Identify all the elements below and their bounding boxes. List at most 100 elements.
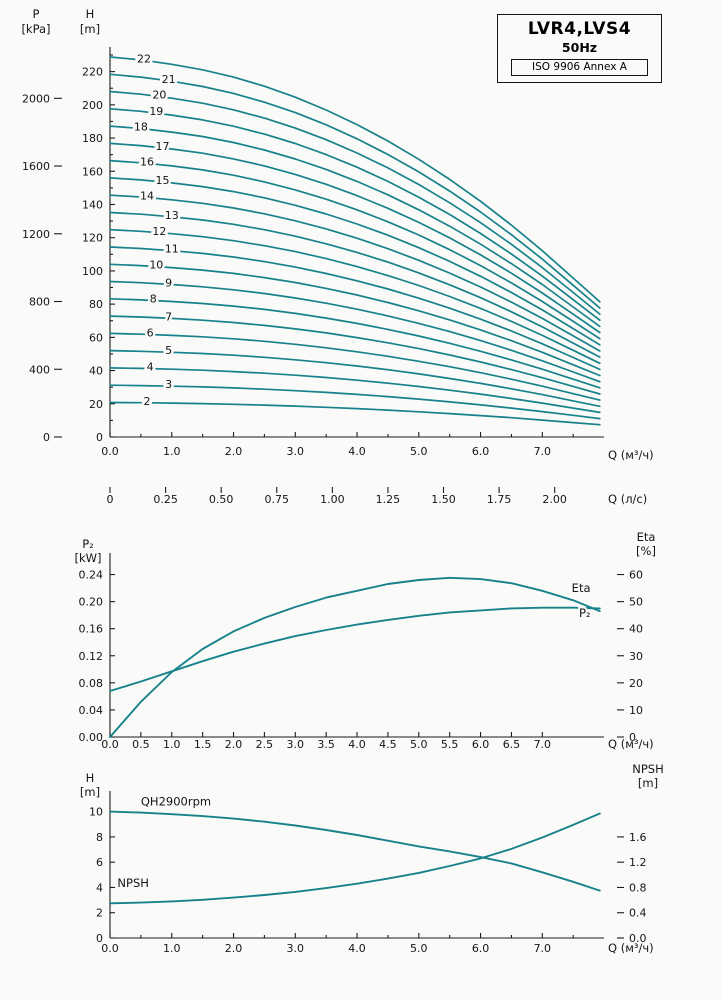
annotation-qh2900rpm: QH2900rpm xyxy=(141,794,211,808)
stage-label-15: 15 xyxy=(155,174,169,187)
stage-label-10: 10 xyxy=(149,259,163,272)
curve-stage-10 xyxy=(109,263,601,377)
x-tick-label: 3.5 xyxy=(317,738,335,751)
x-tick-label: 6.0 xyxy=(472,942,490,955)
x-tick-label: 4.0 xyxy=(348,738,366,751)
qh2900-curve xyxy=(109,810,601,892)
right-axis-title: [m] xyxy=(638,776,658,790)
pump-model: LVR4,LVS4 xyxy=(527,19,632,39)
right-tick-label: 0.4 xyxy=(629,907,647,920)
curve-stage-17 xyxy=(109,142,601,334)
x-tick-label: 4.5 xyxy=(379,738,397,751)
x-tick-label: 7.0 xyxy=(534,738,552,751)
curve-stage-3 xyxy=(109,384,601,420)
right-tick-label: 60 xyxy=(629,569,643,582)
annotation-npsh: NPSH xyxy=(117,876,148,890)
curve-stage-5 xyxy=(109,349,601,408)
curve-stage-6 xyxy=(109,332,601,401)
stage-label-7: 7 xyxy=(165,310,172,323)
lps-tick-label: 1.75 xyxy=(487,493,512,506)
x-tick-label: 2.5 xyxy=(256,738,274,751)
y-tick-label: 6 xyxy=(96,856,103,869)
right-tick-label: 50 xyxy=(629,596,643,609)
stage-label-19: 19 xyxy=(149,105,163,118)
stage-label-12: 12 xyxy=(152,225,166,238)
kpa-tick-label: 1600 xyxy=(22,160,50,173)
y-axis-title: H xyxy=(86,771,95,785)
p2-curve xyxy=(109,606,601,692)
power-eta-chart: 0.0 0.5 1.0 1.5 2.0 2.5 3.0 3.5 4.0 4.5 5.0 5.5 6.0 6… xyxy=(74,530,655,751)
x-tick-label: 2.0 xyxy=(225,445,243,458)
y-tick-label: 0 xyxy=(96,932,103,945)
stage-label-21: 21 xyxy=(162,73,176,86)
y-tick-label: 160 xyxy=(82,165,103,178)
x-tick-label: 4.0 xyxy=(348,942,366,955)
y-tick-label: 0.00 xyxy=(79,731,104,744)
y-tick-label: 200 xyxy=(82,99,103,112)
x-tick-label: 3.0 xyxy=(287,738,305,751)
y-axis-title: P₂ xyxy=(82,537,94,551)
iso-standard-label: ISO 9906 Annex A xyxy=(532,61,627,73)
y-tick-label: 4 xyxy=(96,881,103,894)
x-tick-label: 5.0 xyxy=(410,738,428,751)
y-tick-label: 60 xyxy=(89,331,103,344)
right-tick-label: 1.6 xyxy=(629,831,647,844)
stage-label-5: 5 xyxy=(165,344,172,357)
y-tick-label: 40 xyxy=(89,365,103,378)
y-tick-label: 180 xyxy=(82,132,103,145)
x-tick-label: 6.0 xyxy=(472,738,490,751)
curve-stage-15 xyxy=(109,177,601,346)
x-tick-label: 0.0 xyxy=(101,738,119,751)
y-tick-label: 80 xyxy=(89,298,103,311)
right-tick-label: 0 xyxy=(629,731,636,744)
x-tick-label: 5.0 xyxy=(410,942,428,955)
right-axis-title: [%] xyxy=(636,544,656,558)
x-tick-label: 2.0 xyxy=(225,942,243,955)
stage-label-8: 8 xyxy=(150,293,157,306)
x-tick-label: 7.0 xyxy=(534,942,552,955)
right-tick-label: 0.8 xyxy=(629,881,647,894)
kpa-tick-label: 2000 xyxy=(22,92,50,105)
x-tick-label: 5.5 xyxy=(441,738,459,751)
right-tick-label: 0.0 xyxy=(629,932,647,945)
qh-multistage-chart: 0.0 1.0 2.0 3.0 4.0 5.0 6.0 7.00204060801001201… xyxy=(21,7,653,506)
qh-npsh-chart: 0.0 1.0 2.0 3.0 4.0 5.0 6.0 7.0 0 2 4 6 8 10 0.0 0.4 0.8… xyxy=(80,762,664,955)
x-tick-label: 2.0 xyxy=(225,738,243,751)
stage-label-22: 22 xyxy=(137,52,151,65)
x-tick-label: 5.0 xyxy=(410,445,428,458)
y-tick-label: 0.24 xyxy=(79,569,104,582)
x-tick-label: 1.5 xyxy=(194,738,212,751)
iso-standard-box: ISO 9906 Annex A xyxy=(511,59,648,76)
lps-tick-label: 1.25 xyxy=(376,493,401,506)
right-tick-label: 10 xyxy=(629,704,643,717)
stage-label-3: 3 xyxy=(165,378,172,391)
stage-label-2: 2 xyxy=(144,395,151,408)
kpa-tick-label: 0 xyxy=(43,431,50,444)
lps-tick-label: 1.50 xyxy=(431,493,456,506)
y-tick-label: 2 xyxy=(96,907,103,920)
x-tick-label: 6.5 xyxy=(503,738,521,751)
curve-stage-14 xyxy=(109,194,601,352)
frequency-label: 50Hz xyxy=(561,40,598,55)
y-tick-label: 20 xyxy=(89,398,103,411)
y-tick-label: 0.16 xyxy=(79,623,104,636)
stage-label-6: 6 xyxy=(147,327,154,340)
right-tick-label: 40 xyxy=(629,623,643,636)
y-tick-label: 0.12 xyxy=(79,650,104,663)
y-tick-label: 8 xyxy=(96,831,103,844)
curve-stage-8 xyxy=(109,297,601,389)
x2-axis-title: Q (л/с) xyxy=(608,492,647,506)
right-axis-title: NPSH xyxy=(632,762,664,776)
curve-stage-4 xyxy=(109,367,601,414)
y-axis-title: [m] xyxy=(80,785,100,799)
y-tick-label: 0.20 xyxy=(79,596,104,609)
right-tick-label: 20 xyxy=(629,677,643,690)
x-tick-label: 0.0 xyxy=(101,445,119,458)
lps-tick-label: 0 xyxy=(107,493,114,506)
curve-stage-7 xyxy=(109,315,601,395)
pressure-axis-title: [kPa] xyxy=(21,22,50,36)
pump-model-box: LVR4,LVS4 50Hz ISO 9906 Annex A xyxy=(497,14,662,83)
lps-tick-label: 0.75 xyxy=(265,493,290,506)
kpa-tick-label: 1200 xyxy=(22,228,50,241)
